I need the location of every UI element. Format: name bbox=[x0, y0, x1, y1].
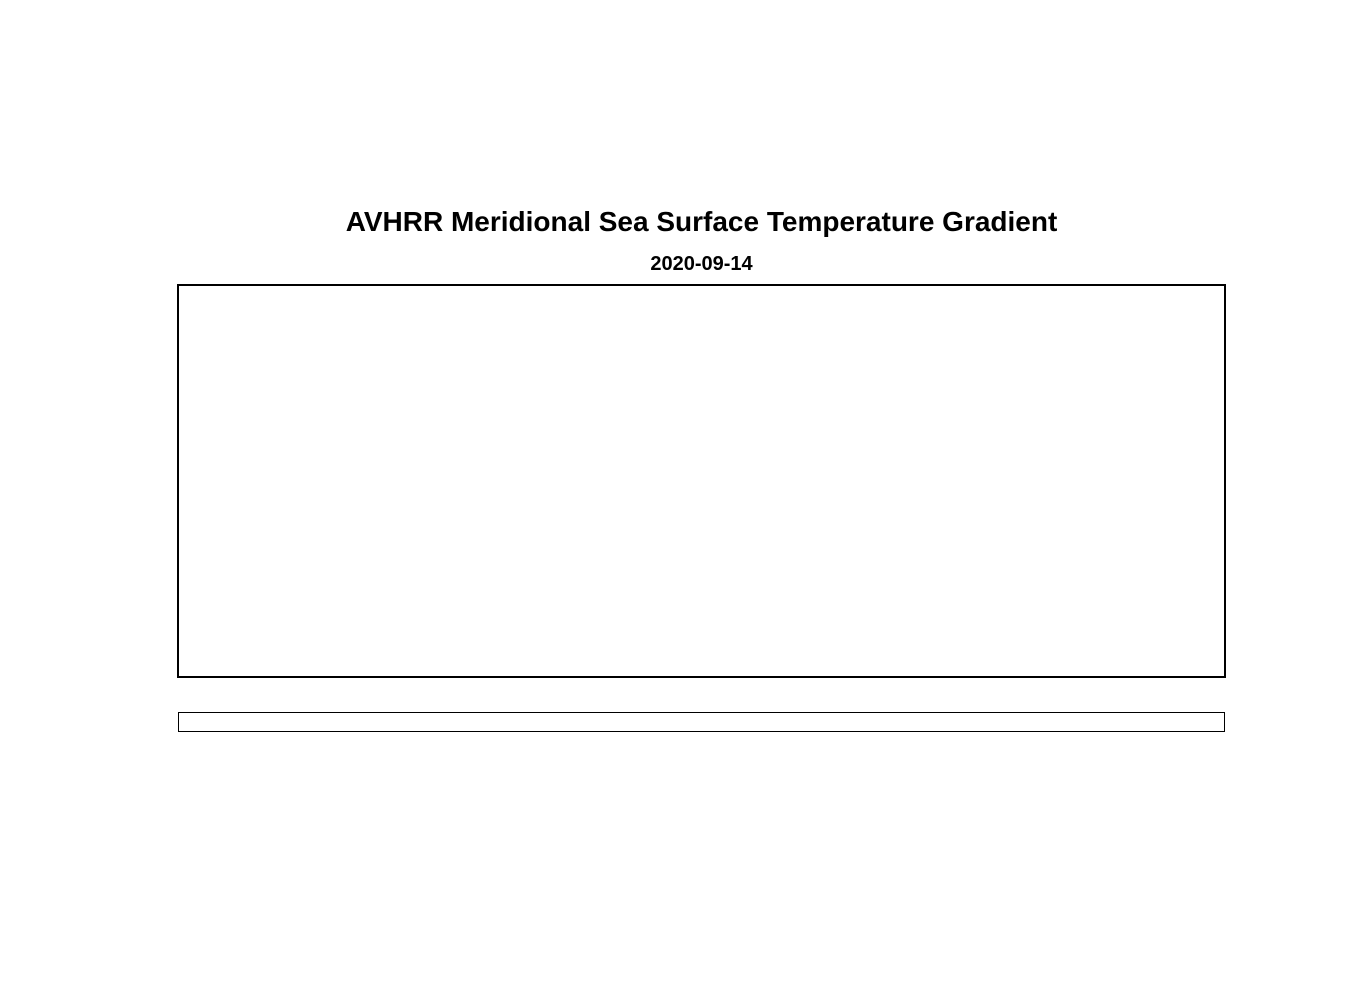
figure-title: AVHRR Meridional Sea Surface Temperature… bbox=[345, 206, 1058, 237]
sst-gradient-heatmap bbox=[178, 285, 1225, 677]
colorbar-gradient bbox=[178, 712, 1225, 732]
figure-date: 2020-09-14 bbox=[650, 253, 753, 275]
